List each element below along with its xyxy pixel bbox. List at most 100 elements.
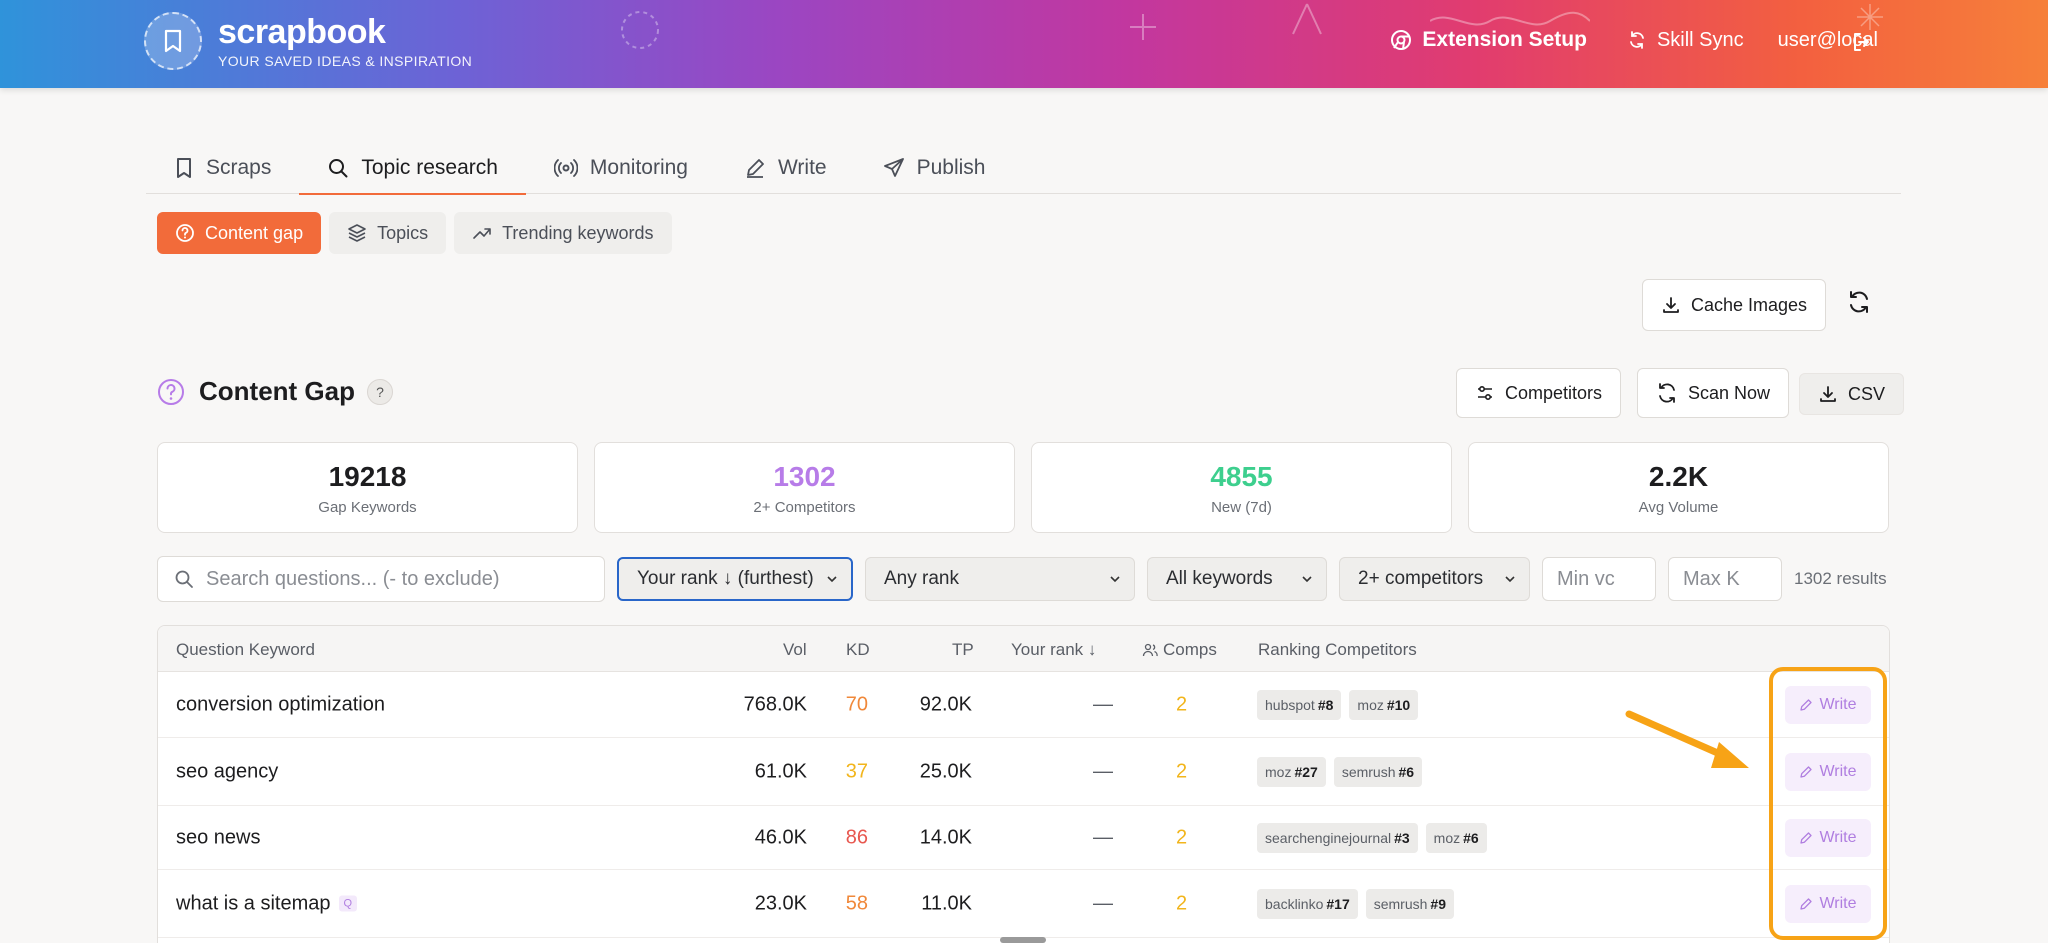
chevron-down-icon [1110,576,1120,583]
competitor-name: moz [1265,763,1292,780]
col-comps[interactable]: Comps [1142,640,1217,660]
keyword-text: what is a sitemap [176,892,331,914]
keyword-cell: seo news [176,826,261,849]
filter-bar: Your rank ↓ (furthest) Any rank All keyw… [157,556,1887,602]
competitor-name: semrush [1373,895,1428,912]
stat-card: 1302 2+ Competitors [594,442,1015,533]
app-name: scrapbook [218,13,386,51]
subtab-content-gap[interactable]: Content gap [157,212,322,254]
pencil-icon [1800,765,1813,778]
min-volume-field[interactable] [1542,557,1656,601]
chevron-down-icon [827,576,837,583]
refresh-icon [1659,383,1675,403]
stat-label: Gap Keywords [318,499,417,516]
cache-images-label: Cache Images [1691,294,1808,315]
write-button[interactable]: Write [1785,884,1871,923]
page-title: Content Gap [199,376,355,406]
tab-scraps[interactable]: Scraps [146,142,299,194]
col-your-rank[interactable]: Your rank ↓ [1011,640,1097,659]
keyword-text: seo news [176,826,261,848]
extension-setup-button[interactable]: Extension Setup [1390,28,1587,52]
stat-label: New (7d) [1211,499,1272,516]
col-keyword[interactable]: Question Keyword [176,640,315,659]
app-tagline: YOUR SAVED IDEAS & INSPIRATION [218,53,473,69]
subtab-topics[interactable]: Topics [329,212,447,254]
subtabs: Content gap Topics Trending keywords [157,212,680,254]
col-ranking-competitors: Ranking Competitors [1258,640,1417,659]
tab-label: Topic research [361,156,498,179]
scan-now-button[interactable]: Scan Now [1637,368,1790,418]
tp-cell: 92.0K [919,693,972,715]
sync-icon [1630,31,1644,49]
col-comps-label: Comps [1163,640,1217,659]
bookmark-logo-icon [144,12,202,70]
max-kd-input[interactable] [1683,567,1763,591]
table-row[interactable]: what is a sitemap Q 23.0K 58 11.0K — 2 b… [158,870,1889,938]
competitor-tag: semrush #9 [1365,888,1454,919]
write-label: Write [1819,695,1857,713]
sort-value: Your rank ↓ (furthest) [637,568,814,589]
sort-select[interactable]: Your rank ↓ (furthest) [617,557,853,601]
vol-cell: 61.0K [754,760,807,782]
table-row[interactable]: conversion optimization 768.0K 70 92.0K … [158,672,1889,738]
help-button[interactable]: ? [367,378,393,405]
tab-publish[interactable]: Publish [855,142,1014,194]
scrollbar-thumb[interactable] [1000,937,1046,943]
decorative-circle-icon [621,11,659,49]
min-volume-input[interactable] [1557,567,1637,591]
col-tp[interactable]: TP [952,640,974,659]
chevron-down-icon [1302,576,1312,583]
tab-monitoring[interactable]: Monitoring [526,142,716,194]
skill-sync-button[interactable]: Skill Sync [1627,29,1744,52]
stat-card: 2.2K Avg Volume [1468,442,1889,533]
write-button[interactable]: Write [1785,752,1871,791]
col-vol[interactable]: Vol [783,640,807,659]
competitor-name: backlinko [1265,895,1324,912]
table-row[interactable]: seo agency 61.0K 37 25.0K — 2 moz #27 semr… [158,738,1889,806]
tab-topic-research[interactable]: Topic research [299,142,526,195]
competitor-tag: semrush #6 [1333,756,1423,787]
competitors-label: Competitors [1505,382,1603,403]
max-kd-field[interactable] [1668,557,1782,601]
refresh-button[interactable] [1846,289,1872,320]
tp-cell: 11.0K [921,892,972,914]
subtab-trending-keywords[interactable]: Trending keywords [454,212,672,254]
stat-label: Avg Volume [1638,499,1719,516]
kd-cell: 70 [845,693,868,715]
decorative-plus-icon [1130,14,1156,40]
tab-label: Monitoring [589,156,688,179]
stat-value: 2.2K [1648,461,1709,492]
results-count: 1302 results [1794,569,1887,588]
highlight-box [1769,667,1887,940]
users-icon [1142,643,1158,657]
competitor-rank: #6 [1398,763,1415,780]
stat-value: 1302 [773,461,836,492]
competitor-rank: #10 [1386,696,1411,713]
cache-images-button[interactable]: Cache Images [1642,279,1827,331]
search-box[interactable] [157,556,605,602]
competitor-tag: searchenginejournal #3 [1257,822,1418,853]
rank-select[interactable]: Any rank [865,557,1135,601]
brand[interactable]: scrapbook YOUR SAVED IDEAS & INSPIRATION [144,12,472,70]
keywords-value: All keywords [1166,568,1273,589]
kd-cell: 37 [845,760,868,782]
scan-now-label: Scan Now [1688,382,1771,403]
competitors-button[interactable]: Competitors [1456,368,1622,418]
competitors-value: 2+ competitors [1358,568,1484,589]
competitor-rank: #8 [1317,696,1334,713]
skill-sync-label: Skill Sync [1656,28,1744,51]
stat-value: 4855 [1210,461,1273,492]
logout-button[interactable] [1850,30,1874,59]
rank-value: Any rank [884,568,959,589]
tab-write[interactable]: Write [716,142,855,194]
subtab-label: Topics [377,222,429,243]
write-button[interactable]: Write [1785,685,1871,724]
your-rank-cell: — [1093,760,1113,782]
keywords-select[interactable]: All keywords [1147,557,1327,601]
table-row[interactable]: seo news 46.0K 86 14.0K — 2 searchengine… [158,806,1889,870]
col-kd[interactable]: KD [846,640,870,659]
competitors-select[interactable]: 2+ competitors [1339,557,1530,601]
write-button[interactable]: Write [1785,818,1871,857]
csv-export-button[interactable]: CSV [1799,373,1905,415]
search-input[interactable] [206,567,586,591]
